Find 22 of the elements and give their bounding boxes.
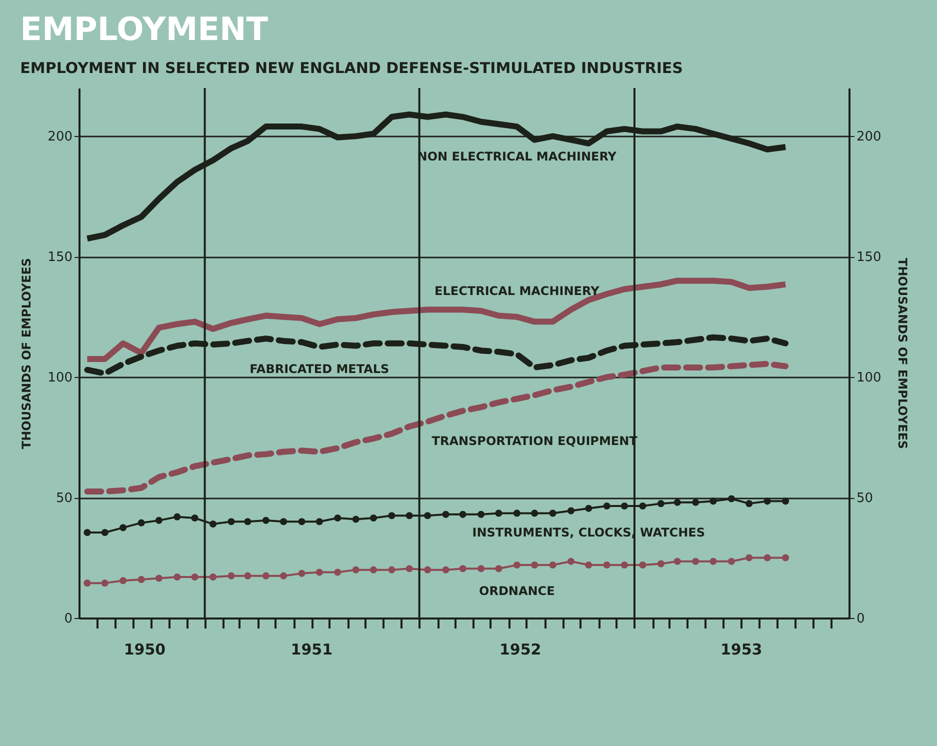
y-axis-title: THOUSANDS OF EMPLOYEES bbox=[20, 258, 34, 450]
chart-subtitle: EMPLOYMENT IN SELECTED NEW ENGLAND DEFENSE-STIMULATED INDUSTRIES bbox=[20, 59, 683, 77]
y-tick-label: 100 bbox=[48, 370, 72, 386]
y-tick-label: 150 bbox=[48, 250, 72, 266]
x-tick-label: 1952 bbox=[499, 640, 542, 658]
y2-tick-label: 0 bbox=[856, 612, 865, 626]
y2-tick-label: 50 bbox=[856, 491, 874, 506]
series-label: FABRICATED METALS bbox=[250, 362, 390, 376]
x-tick-label: 1953 bbox=[720, 640, 762, 658]
chart-title: EMPLOYMENT bbox=[20, 10, 268, 48]
y-tick-label: 200 bbox=[48, 130, 72, 145]
x-tick-label: 1950 bbox=[124, 640, 166, 658]
y2-tick-label: 150 bbox=[856, 250, 882, 266]
y2-tick-label: 100 bbox=[856, 370, 882, 386]
y-tick-label: 0 bbox=[64, 612, 72, 626]
y2-tick-label: 200 bbox=[856, 130, 882, 145]
series-label: INSTRUMENTS, CLOCKS, WATCHES bbox=[472, 525, 705, 540]
series-label: ORDNANCE bbox=[479, 584, 555, 598]
y2-axis-title: THOUSANDS OF EMPLOYEES bbox=[895, 258, 910, 450]
y-tick-label: 50 bbox=[56, 491, 72, 506]
series-label: ELECTRICAL MACHINERY bbox=[434, 284, 600, 298]
x-tick-label: 1951 bbox=[290, 640, 333, 658]
